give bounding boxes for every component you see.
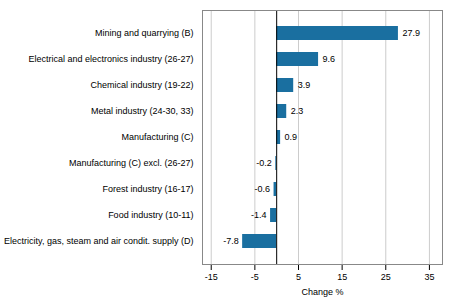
svg-text:Metal industry (24-30, 33): Metal industry (24-30, 33) (91, 106, 194, 116)
svg-text:Electricity, gas, steam and ai: Electricity, gas, steam and air condit. … (4, 236, 193, 246)
svg-text:-0.2: -0.2 (256, 158, 272, 168)
svg-text:Mining and quarrying (B): Mining and quarrying (B) (95, 28, 194, 38)
svg-text:Chemical industry (19-22): Chemical industry (19-22) (90, 80, 193, 90)
svg-text:Change %: Change % (301, 287, 343, 297)
svg-text:27.9: 27.9 (402, 28, 420, 38)
svg-text:35: 35 (424, 272, 434, 282)
svg-text:0.9: 0.9 (285, 132, 298, 142)
svg-text:15: 15 (337, 272, 347, 282)
svg-text:-5: -5 (251, 272, 259, 282)
svg-text:Food industry (10-11): Food industry (10-11) (108, 210, 193, 220)
svg-text:9.6: 9.6 (323, 54, 336, 64)
svg-text:2.3: 2.3 (291, 106, 304, 116)
svg-text:-0.6: -0.6 (255, 184, 271, 194)
svg-text:-15: -15 (205, 272, 218, 282)
svg-text:-7.8: -7.8 (223, 236, 239, 246)
svg-text:Forest industry (16-17): Forest industry (16-17) (102, 184, 193, 194)
svg-text:Manufacturing (C): Manufacturing (C) (121, 132, 193, 142)
svg-text:Manufacturing (C) excl. (26-27: Manufacturing (C) excl. (26-27) (69, 158, 194, 168)
svg-text:3.9: 3.9 (298, 80, 311, 90)
svg-text:Electrical and electronics ind: Electrical and electronics industry (26-… (28, 54, 193, 64)
svg-text:5: 5 (296, 272, 301, 282)
svg-text:25: 25 (381, 272, 391, 282)
svg-text:-1.4: -1.4 (251, 210, 267, 220)
